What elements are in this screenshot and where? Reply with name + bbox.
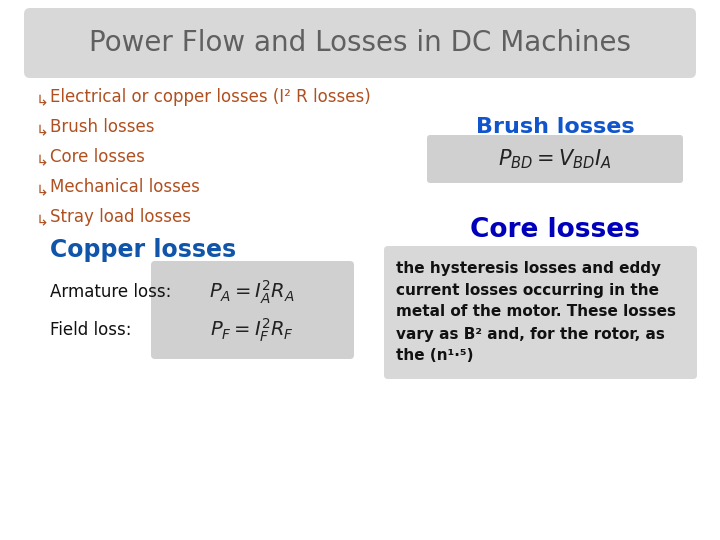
Text: Core losses: Core losses — [50, 148, 145, 166]
Text: the (n¹·⁵): the (n¹·⁵) — [396, 348, 474, 363]
Text: ↰: ↰ — [32, 179, 45, 194]
Text: $P_F = I_F^2 R_F$: $P_F = I_F^2 R_F$ — [210, 316, 294, 343]
FancyBboxPatch shape — [24, 8, 696, 78]
Text: ↰: ↰ — [32, 119, 45, 134]
Text: Armature loss:: Armature loss: — [50, 283, 171, 301]
Text: metal of the motor. These losses: metal of the motor. These losses — [396, 305, 676, 320]
Text: Brush losses: Brush losses — [50, 118, 155, 136]
Text: Electrical or copper losses (I² R losses): Electrical or copper losses (I² R losses… — [50, 88, 371, 106]
Text: vary as B² and, for the rotor, as: vary as B² and, for the rotor, as — [396, 327, 665, 341]
Text: Power Flow and Losses in DC Machines: Power Flow and Losses in DC Machines — [89, 29, 631, 57]
FancyBboxPatch shape — [427, 135, 683, 183]
Text: current losses occurring in the: current losses occurring in the — [396, 282, 659, 298]
Text: Brush losses: Brush losses — [476, 117, 634, 137]
Text: ↰: ↰ — [32, 150, 45, 165]
Text: Stray load losses: Stray load losses — [50, 208, 191, 226]
Text: the hysteresis losses and eddy: the hysteresis losses and eddy — [396, 260, 661, 275]
Text: ↰: ↰ — [32, 210, 45, 225]
FancyBboxPatch shape — [151, 261, 354, 359]
Text: ↰: ↰ — [32, 90, 45, 105]
Text: Field loss:: Field loss: — [50, 321, 132, 339]
Text: Core losses: Core losses — [470, 217, 640, 243]
Text: $P_{BD} = V_{BD}I_A$: $P_{BD} = V_{BD}I_A$ — [498, 147, 612, 171]
Text: $P_A = I_A^2 R_A$: $P_A = I_A^2 R_A$ — [209, 278, 295, 306]
Text: Mechanical losses: Mechanical losses — [50, 178, 200, 196]
Text: Copper losses: Copper losses — [50, 238, 236, 262]
FancyBboxPatch shape — [384, 246, 697, 379]
